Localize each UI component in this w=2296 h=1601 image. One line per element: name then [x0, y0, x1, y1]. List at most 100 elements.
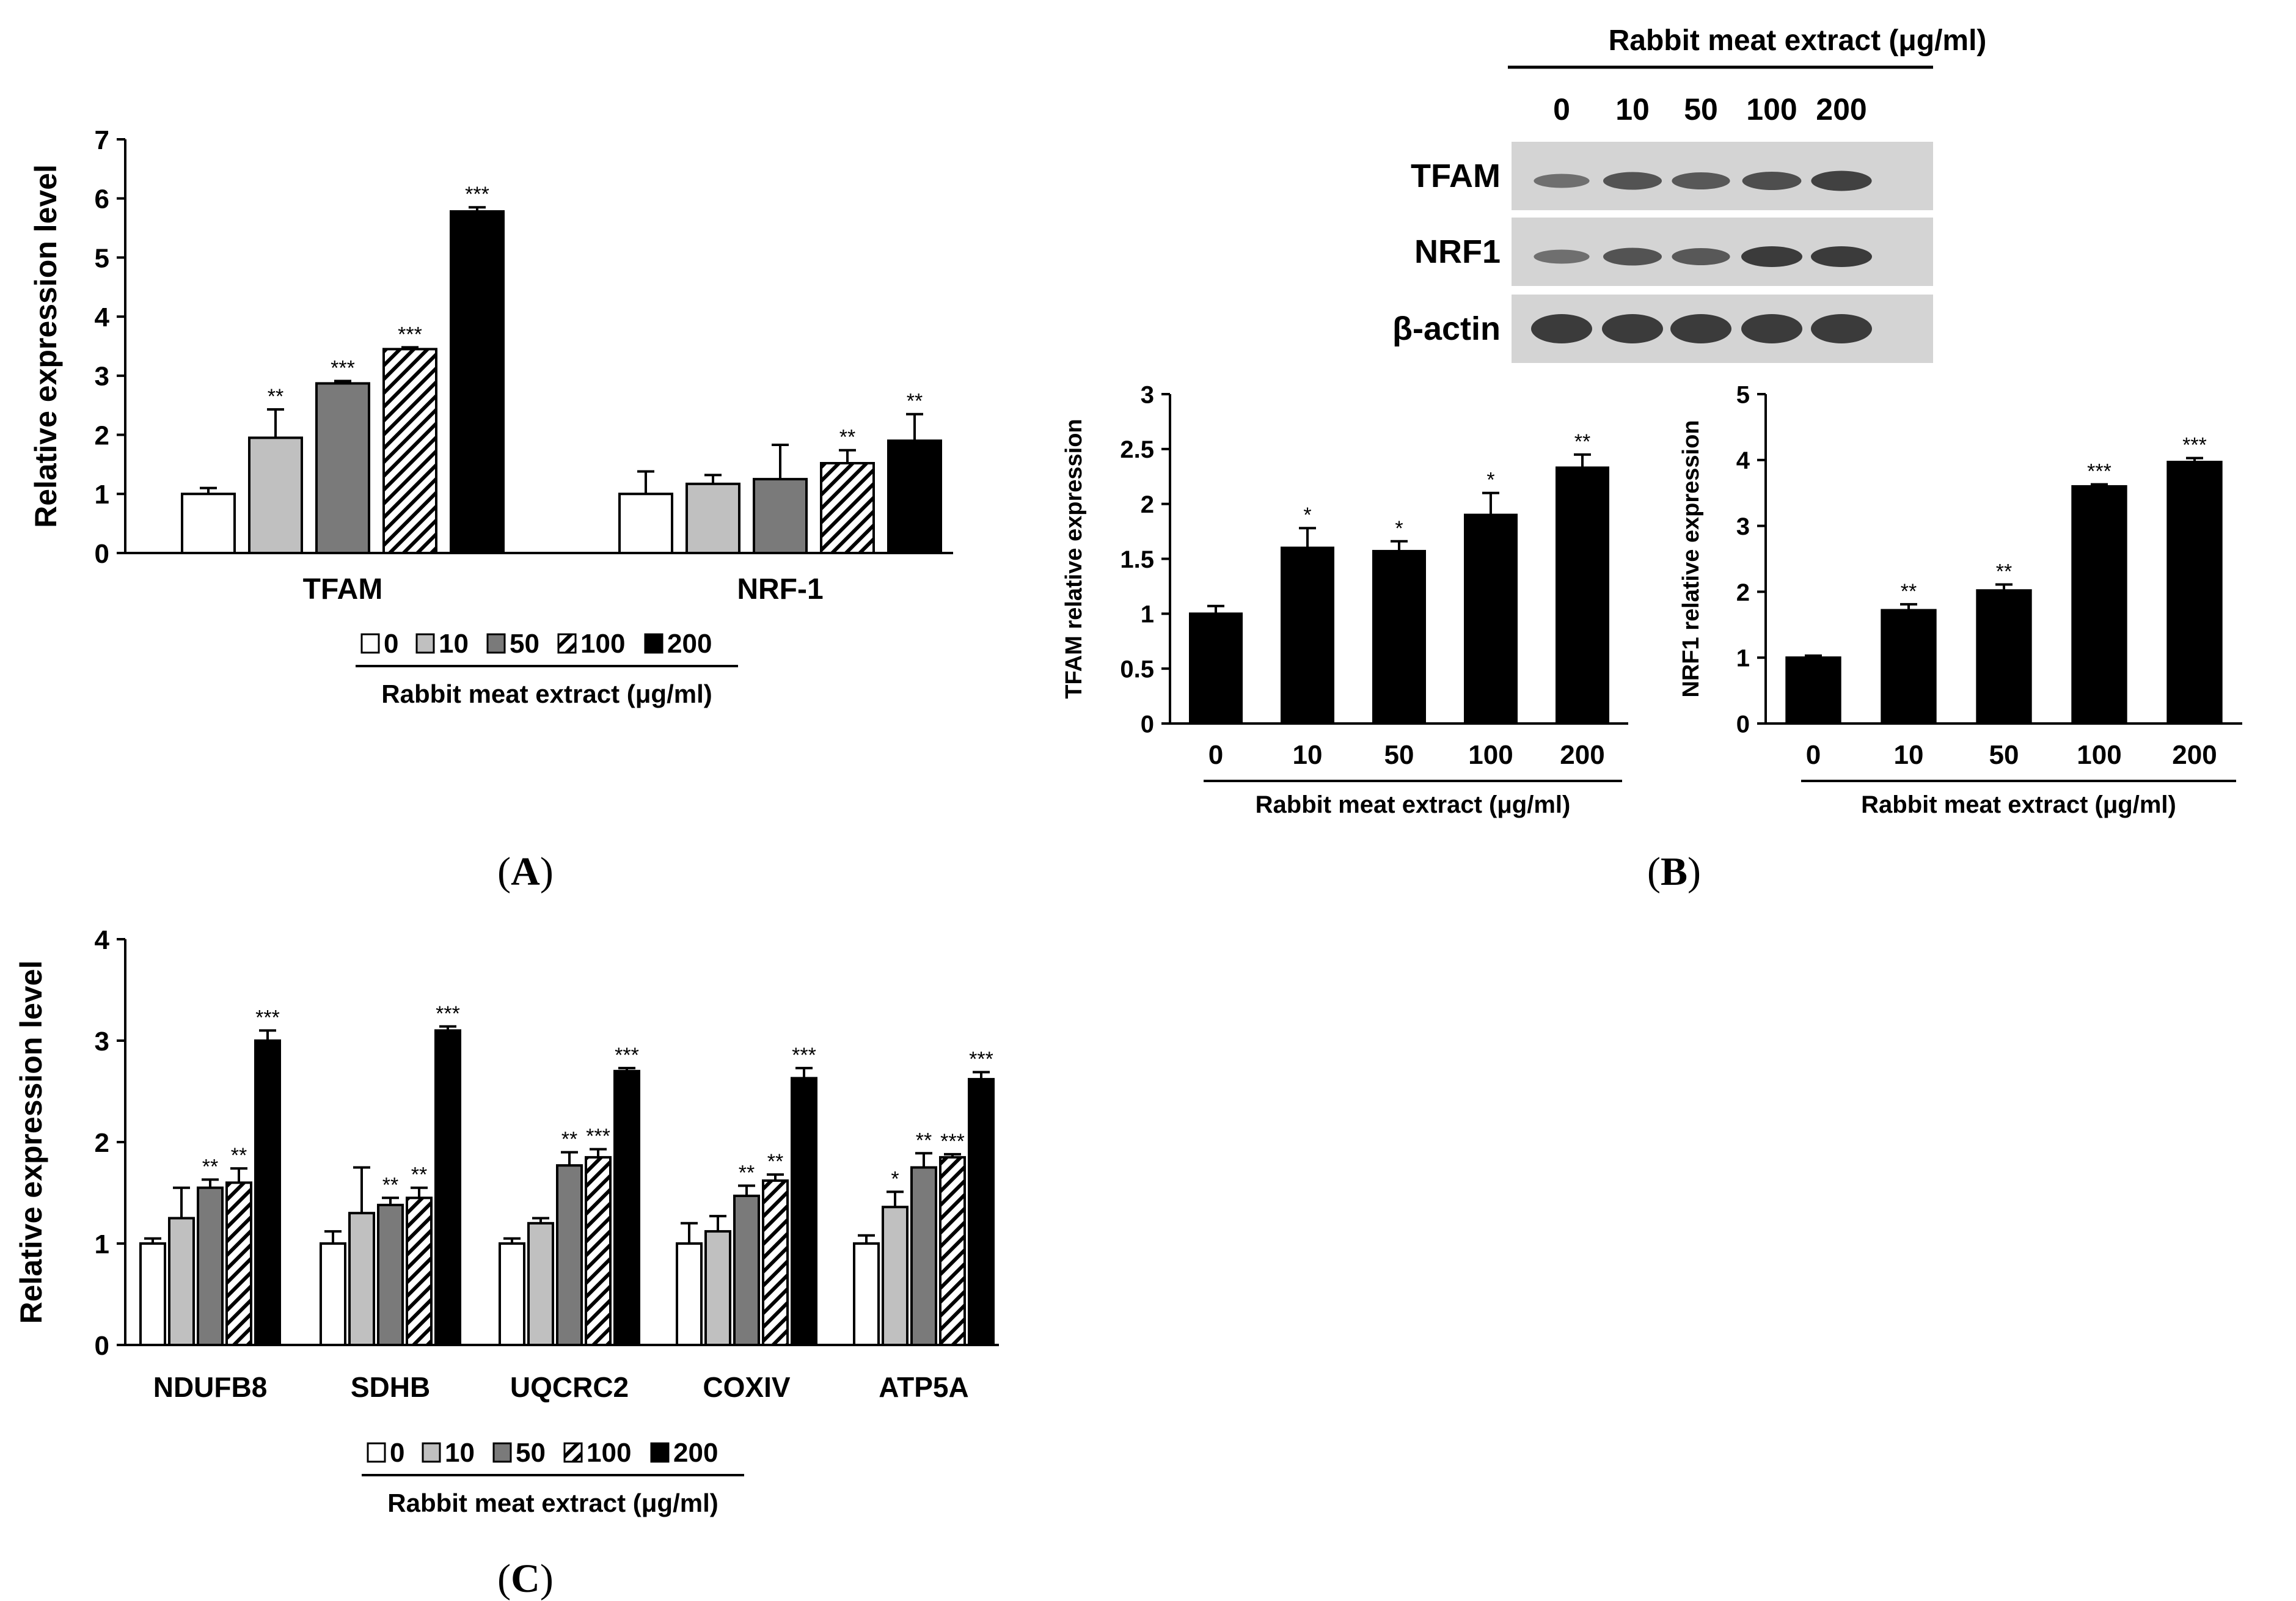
chart-a-y-tick-label: 1: [95, 480, 109, 510]
blot-lane-label: 100: [1746, 92, 1797, 126]
chart-b1-100-bar: [1464, 513, 1518, 725]
blot-header: Rabbit meat extract (μg/ml): [1609, 24, 1987, 57]
blot-band: [1811, 170, 1872, 191]
chart-b2-y-tick-label: 4: [1736, 447, 1750, 474]
chart-b2-x-label: Rabbit meat extract (μg/ml): [1861, 791, 2176, 818]
blot-band: [1741, 246, 1802, 267]
chart-b1-50-significance: *: [1395, 517, 1403, 540]
chart-c-UQCRC2-100-bar: [585, 1156, 612, 1347]
blot-band: [1534, 174, 1590, 188]
panel-labels: (A) (B) (C): [497, 849, 1701, 1601]
chart-b2-50-significance: **: [1996, 560, 2012, 584]
chart-a-y-tick-label: 2: [95, 420, 109, 450]
chart-b2-y-tick-label: 0: [1736, 711, 1750, 738]
blot-lane-label: 10: [1615, 92, 1650, 126]
chart-a-TFAM-100-significance: ***: [398, 323, 422, 346]
chart-b2-x-tick-label: 50: [1989, 740, 2019, 770]
chart-b1-x-tick-label: 10: [1293, 740, 1323, 770]
chart-a-category-label: TFAM: [303, 573, 383, 606]
chart-a-TFAM-0-bar: [181, 493, 236, 554]
chart-b1-y-tick-label: 0: [1141, 711, 1154, 738]
chart-c-COXIV-0-bar: [676, 1242, 703, 1346]
chart-a-legend-swatch-50: [486, 633, 506, 654]
chart-a-NRF-1-0-bar: [618, 493, 673, 554]
chart-a-y-tick-label: 0: [95, 539, 109, 569]
chart-c-COXIV-200-significance: ***: [792, 1044, 816, 1067]
blot-row-label: β-actin: [1392, 310, 1501, 347]
chart-a-y-tick-label: 4: [95, 302, 110, 332]
chart-a-NRF-1-200-significance: **: [907, 390, 923, 413]
blot-lane-label: 0: [1553, 92, 1570, 126]
chart-c-UQCRC2-200-significance: ***: [615, 1044, 639, 1067]
chart-a-legend-swatch-100: [557, 633, 577, 654]
chart-a-TFAM-10-significance: **: [268, 385, 283, 408]
chart-c-NDUFB8-200-significance: ***: [255, 1006, 280, 1029]
chart-c-y-tick-label: 0: [95, 1331, 109, 1361]
chart-b1-y-tick-label: 1: [1141, 601, 1154, 628]
chart-c-y-tick-label: 2: [95, 1128, 109, 1158]
chart-c-UQCRC2-10-bar: [527, 1222, 554, 1347]
chart-c-legend-label-0: 0: [390, 1438, 404, 1468]
chart-c-ATP5A-100-significance: ***: [940, 1130, 965, 1153]
chart-b1-y-tick-label: 1.5: [1120, 546, 1154, 573]
chart-b1-x-tick-label: 100: [1468, 740, 1513, 770]
chart-a-y-tick-label: 7: [95, 125, 109, 155]
chart-c-legend-swatch-0: [367, 1442, 386, 1463]
chart-b1-x-tick-label: 200: [1560, 740, 1604, 770]
chart-c-UQCRC2-0-bar: [499, 1242, 525, 1346]
chart-b1-y-label: TFAM relative expression: [1061, 419, 1087, 698]
chart-c-SDHB-50-bar: [377, 1203, 404, 1347]
chart-c-SDHB-0-bar: [320, 1242, 346, 1346]
chart-c-y-label: Relative expression level: [14, 961, 48, 1324]
chart-b2-50-bar: [1976, 589, 2032, 725]
chart-b2-200-bar: [2166, 461, 2223, 725]
chart-c-legend-swatch-50: [492, 1442, 512, 1463]
chart-c-y-tick-label: 3: [95, 1027, 109, 1057]
chart-c-NDUFB8-10-bar: [168, 1217, 195, 1346]
chart-c-legend-label-200: 200: [673, 1438, 718, 1468]
chart-b1-x-label: Rabbit meat extract (μg/ml): [1256, 791, 1571, 818]
chart-c-SDHB-100-significance: **: [411, 1163, 427, 1187]
chart-a-legend-label-50: 50: [510, 629, 539, 659]
chart-b2-x-tick-label: 10: [1894, 740, 1924, 770]
blot-band: [1603, 247, 1662, 266]
chart-c-UQCRC2-50-bar: [556, 1164, 583, 1347]
chart-a-NRF-1-50-bar: [753, 478, 808, 554]
blot-band: [1531, 314, 1592, 343]
chart-a-legend-label-200: 200: [667, 629, 712, 659]
chart-c-COXIV-50-bar: [733, 1194, 760, 1346]
chart-c-y-tick-label: 4: [95, 925, 110, 955]
chart-a-category-label: NRF-1: [737, 573, 823, 606]
chart-c-y-tick-label: 1: [95, 1229, 109, 1259]
blot-band: [1602, 314, 1663, 343]
chart-c-UQCRC2-200-bar: [613, 1069, 640, 1347]
blot-lane-label: 50: [1684, 92, 1718, 126]
panel-label-b: (B): [1647, 849, 1701, 894]
blot-lane-label: 200: [1816, 92, 1866, 126]
chart-a-y-tick-label: 5: [95, 243, 109, 273]
chart-c-ATP5A-10-significance: *: [891, 1167, 899, 1190]
chart-b2-y-tick-label: 1: [1736, 645, 1750, 672]
chart-c-NDUFB8-100-bar: [225, 1181, 252, 1347]
chart-b2-x-tick-label: 0: [1806, 740, 1821, 770]
chart-c-NDUFB8-100-significance: **: [231, 1144, 247, 1167]
chart-a-TFAM-100-bar: [382, 348, 437, 554]
chart-c-category-label: UQCRC2: [510, 1371, 629, 1403]
chart-c-legend-title: Rabbit meat extract (μg/ml): [387, 1489, 718, 1517]
chart-b2-10-significance: **: [1901, 580, 1917, 603]
chart-a-y-label: Relative expression level: [29, 164, 63, 528]
chart-b2-x-tick-label: 100: [2077, 740, 2121, 770]
chart-c-COXIV-200-bar: [791, 1077, 817, 1347]
blot-row-label: TFAM: [1411, 158, 1501, 194]
chart-c-category-label: COXIV: [703, 1371, 790, 1403]
chart-b1-0-bar: [1189, 612, 1243, 725]
blot-band: [1603, 172, 1662, 190]
chart-a-y-tick-label: 3: [95, 362, 109, 392]
chart-c-ATP5A-200-significance: ***: [969, 1047, 993, 1071]
chart-b2-10-bar: [1881, 609, 1937, 725]
chart-b1-y-tick-label: 3: [1141, 381, 1154, 408]
chart-b1-10-significance: *: [1303, 504, 1311, 527]
